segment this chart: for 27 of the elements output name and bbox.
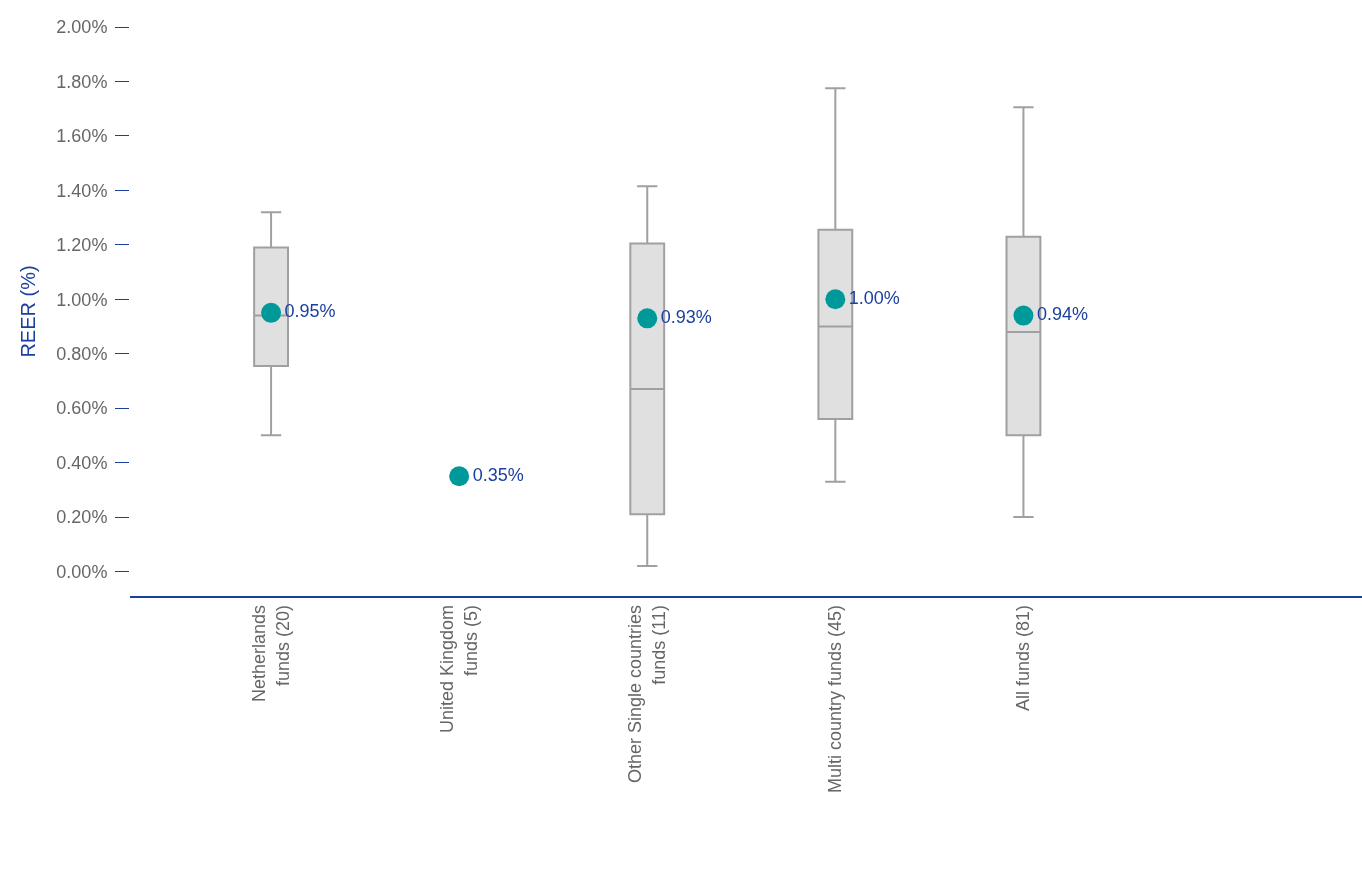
x-tick-label: Multi country funds (45) xyxy=(825,604,846,794)
data-label: 0.93% xyxy=(660,306,712,327)
y-tick-label: 1.40% xyxy=(56,180,108,201)
y-tick-label: 0.60% xyxy=(56,398,108,419)
x-tick-label: United Kingdom funds (5) xyxy=(437,604,481,734)
data-label: 1.00% xyxy=(848,287,900,308)
data-label: 0.35% xyxy=(472,464,524,485)
x-tick-label: Netherlands funds (20) xyxy=(249,604,293,703)
y-tick-label: 2.00% xyxy=(56,17,108,38)
y-tick-label: 0.20% xyxy=(56,507,108,528)
point xyxy=(1013,305,1034,326)
point xyxy=(261,302,282,323)
y-tick-label: 0.40% xyxy=(56,452,108,473)
x-tick-label: Other Single countries funds (11) xyxy=(625,604,669,784)
data-label: 0.95% xyxy=(284,301,336,322)
y-tick-label: 1.20% xyxy=(56,235,108,256)
point xyxy=(449,466,470,487)
y-tick-label: 1.60% xyxy=(56,126,108,147)
y-tick-label: 0.80% xyxy=(56,344,108,364)
y-tick-label: 1.80% xyxy=(56,71,108,92)
point xyxy=(825,289,846,310)
data-label: 0.94% xyxy=(1036,304,1088,325)
y-tick-label: 1.00% xyxy=(56,289,108,310)
y-tick-label: 0.00% xyxy=(56,561,108,582)
y-axis-title: REER (%) xyxy=(16,265,39,358)
point xyxy=(637,308,658,329)
x-tick-label: All funds (81) xyxy=(1013,604,1034,712)
